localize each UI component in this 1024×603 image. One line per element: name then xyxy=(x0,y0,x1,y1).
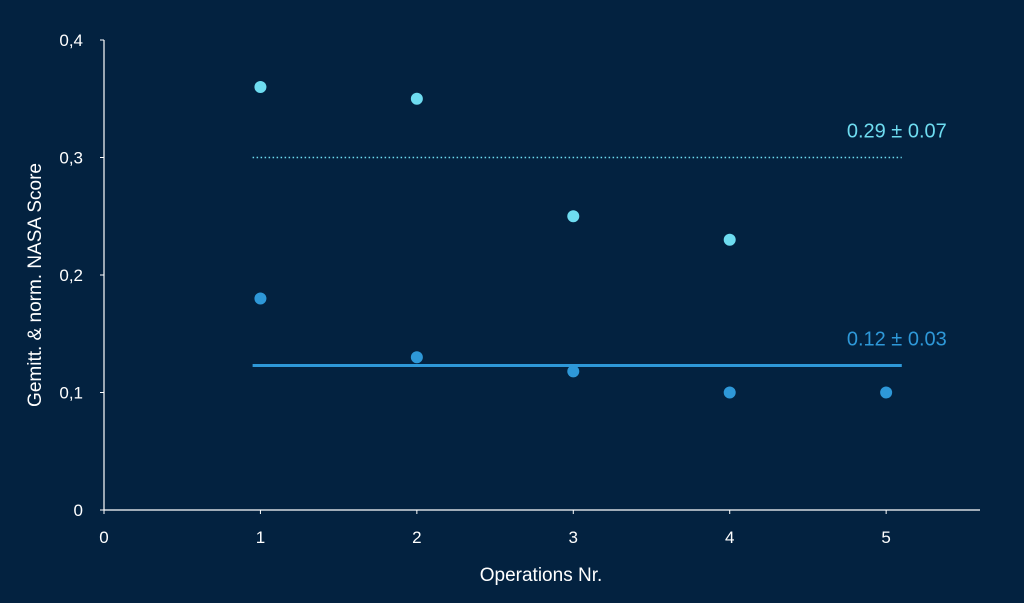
y-tick-label: 0,3 xyxy=(59,149,83,168)
series-1: 0.29 ± 0.07 xyxy=(252,81,947,246)
x-tick-label: 3 xyxy=(569,528,578,547)
x-tick-label: 5 xyxy=(881,528,890,547)
y-tick-label: 0 xyxy=(74,501,83,520)
y-axis-title: Gemitt. & norm. NASA Score xyxy=(25,163,46,407)
data-point xyxy=(410,92,423,105)
x-tick-label: 2 xyxy=(412,528,421,547)
y-tick-label: 0,1 xyxy=(59,384,83,403)
axes: 0 0,1 0,2 0,3 0,4 0 1 2 3 4 5 xyxy=(59,31,980,547)
y-tick-label: 0,2 xyxy=(59,266,83,285)
mean-annotation: 0.12 ± 0.03 xyxy=(847,328,947,350)
mean-annotation: 0.29 ± 0.07 xyxy=(847,121,947,143)
data-point xyxy=(723,386,736,399)
data-point xyxy=(723,233,736,246)
series-2: 0.12 ± 0.03 xyxy=(252,292,947,399)
data-point xyxy=(567,365,580,378)
data-point xyxy=(254,81,267,93)
data-point xyxy=(410,351,423,364)
x-tick-label: 1 xyxy=(256,528,265,547)
x-tick-label: 4 xyxy=(725,528,734,547)
x-axis-title: Operations Nr. xyxy=(480,565,603,586)
x-tick-label: 0 xyxy=(99,528,108,547)
data-point xyxy=(880,386,893,399)
data-marks: 0.29 ± 0.07 0.12 ± 0.03 xyxy=(252,81,947,399)
data-point xyxy=(567,210,580,223)
y-tick-label: 0,4 xyxy=(59,31,83,50)
data-point xyxy=(254,292,267,305)
